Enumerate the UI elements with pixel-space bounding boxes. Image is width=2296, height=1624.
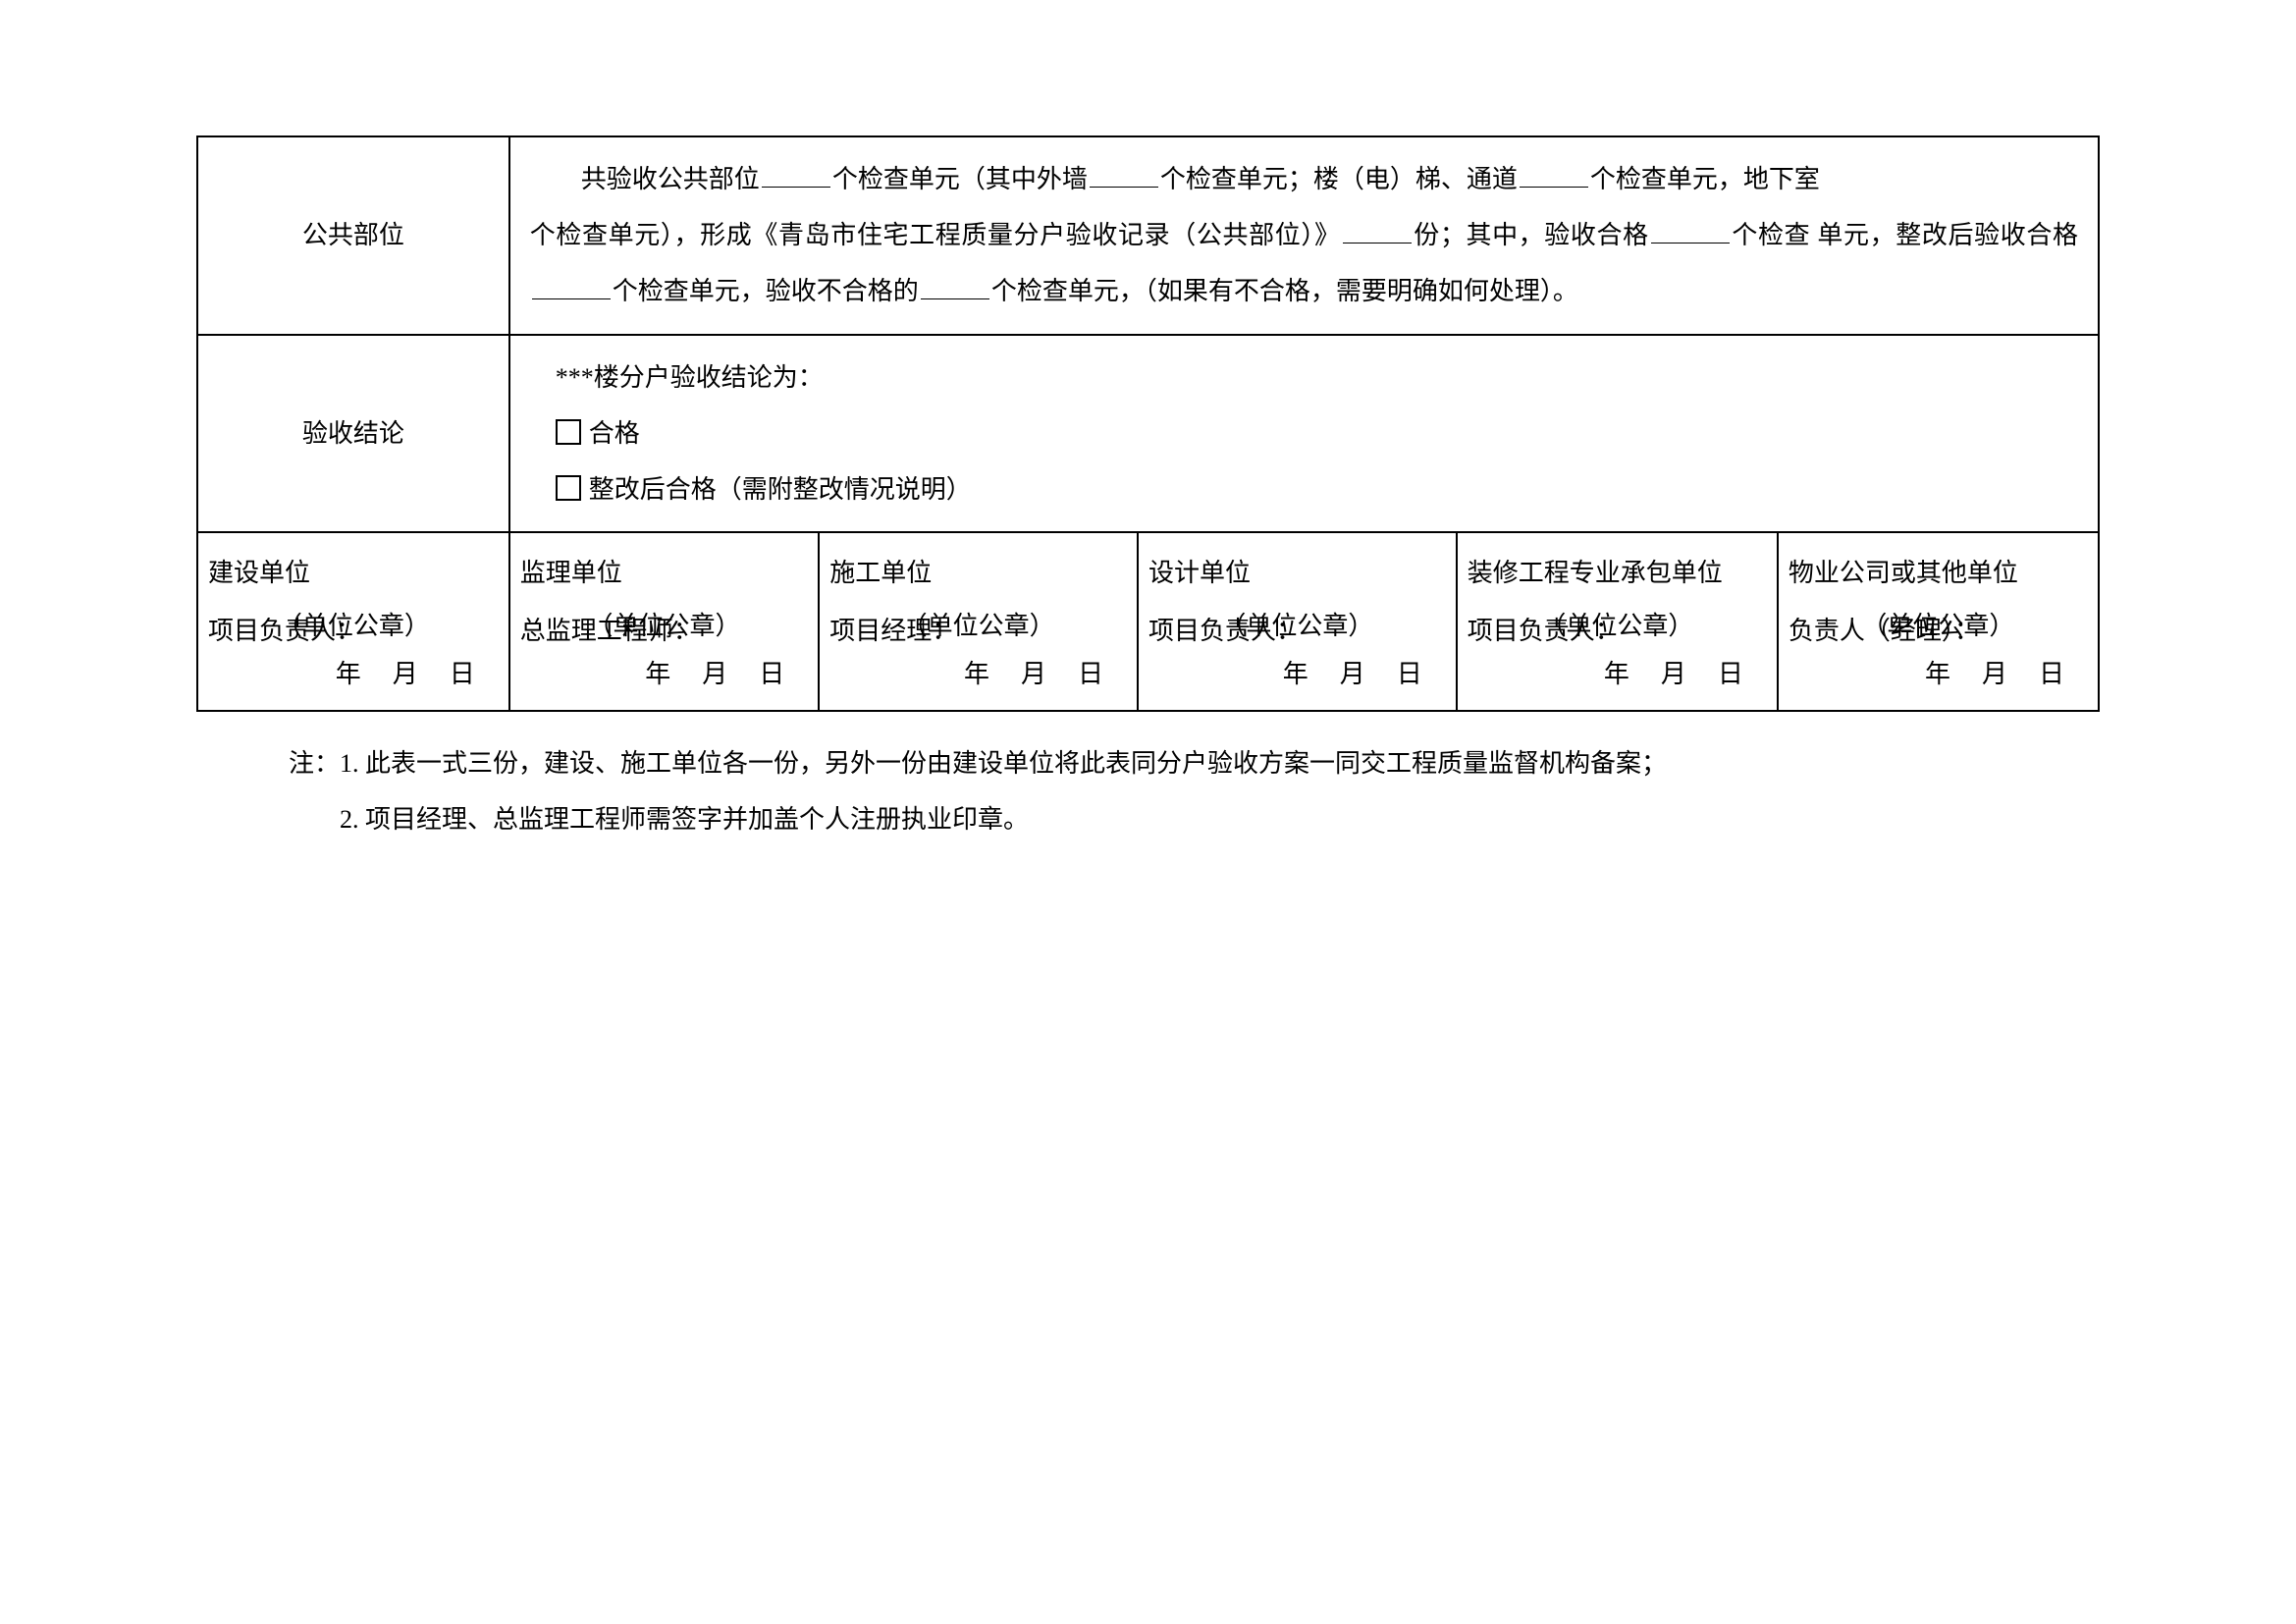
- checkbox-pass[interactable]: [556, 419, 581, 445]
- document-page: 公共部位 共验收公共部位个检查单元（其中外墙个检查单元；楼（电）梯、通道个检查单…: [0, 0, 2296, 848]
- sig-date: 年月日: [322, 646, 493, 702]
- blank-field[interactable]: [532, 273, 611, 299]
- sig-title: 装修工程专业承包单位: [1468, 545, 1723, 601]
- signature-row: 建设单位 （单位公章） 项目负责人： 年月日 监理单位 （单位公章） 总监理工程…: [197, 532, 2099, 711]
- row-label-conclusion: 验收结论: [197, 335, 509, 533]
- row-label-public: 公共部位: [197, 136, 509, 335]
- sig-cell: 设计单位 （单位公章） 项目负责人： 年月日: [1138, 532, 1457, 711]
- acceptance-table: 公共部位 共验收公共部位个检查单元（其中外墙个检查单元；楼（电）梯、通道个检查单…: [196, 135, 2100, 712]
- note-line: 注：1. 此表一式三份，建设、施工单位各一份，另外一份由建设单位将此表同分户验收…: [289, 735, 2100, 791]
- sig-title: 建设单位: [208, 545, 310, 601]
- sig-date: 年月日: [1590, 646, 1761, 702]
- sig-date: 年月日: [1911, 646, 2082, 702]
- blank-field[interactable]: [1343, 217, 1412, 244]
- blank-field[interactable]: [1090, 161, 1158, 188]
- sig-cell: 建设单位 （单位公章） 项目负责人： 年月日: [197, 532, 509, 711]
- label-text: 公共部位: [302, 221, 404, 249]
- sig-date: 年月日: [1269, 646, 1440, 702]
- blank-field[interactable]: [921, 273, 989, 299]
- note-line: 2. 项目经理、总监理工程师需签字并加盖个人注册执业印章。: [289, 791, 2100, 847]
- sig-cell: 监理单位 （单位公章） 总监理工程师： 年月日: [509, 532, 819, 711]
- line: 个检查单元），形成《青岛市住宅工程质量分户验收记录（公共部位）》份；其中，验收合…: [530, 221, 1818, 249]
- option-line: 整改后合格（需附整改情况说明）: [556, 461, 2078, 517]
- sig-cell: 装修工程专业承包单位 （单位公章） 项目负责人： 年月日: [1457, 532, 1778, 711]
- line: 共验收公共部位个检查单元（其中外墙个检查单元；楼（电）梯、通道个检查单元，地下室: [530, 151, 2078, 207]
- blank-field[interactable]: [1651, 217, 1730, 244]
- sig-title: 物业公司或其他单位: [1789, 545, 2018, 601]
- table-row: 验收结论 ***楼分户验收结论为： 合格 整改后合格（需附整改情况说明）: [197, 335, 2099, 533]
- sig-date: 年月日: [950, 646, 1121, 702]
- sig-title: 监理单位: [520, 545, 622, 601]
- sig-title: 设计单位: [1148, 545, 1251, 601]
- sig-title: 施工单位: [829, 545, 932, 601]
- sig-date: 年月日: [631, 646, 802, 702]
- table-row: 公共部位 共验收公共部位个检查单元（其中外墙个检查单元；楼（电）梯、通道个检查单…: [197, 136, 2099, 335]
- checkbox-pass-after-fix[interactable]: [556, 475, 581, 501]
- label-text: 验收结论: [302, 419, 404, 448]
- sig-cell: 物业公司或其他单位 （单位公章） 负责人（经理）： 年月日: [1778, 532, 2099, 711]
- sig-role: 项目经理：: [829, 603, 957, 659]
- public-area-content: 共验收公共部位个检查单元（其中外墙个检查单元；楼（电）梯、通道个检查单元，地下室…: [509, 136, 2099, 335]
- conclusion-content: ***楼分户验收结论为： 合格 整改后合格（需附整改情况说明）: [509, 335, 2099, 533]
- footnotes: 注：1. 此表一式三份，建设、施工单位各一份，另外一份由建设单位将此表同分户验收…: [196, 735, 2100, 847]
- option-line: 合格: [556, 406, 2078, 461]
- blank-field[interactable]: [762, 161, 830, 188]
- sig-cell: 施工单位 （单位公章） 项目经理： 年月日: [819, 532, 1138, 711]
- line: ***楼分户验收结论为：: [556, 350, 2078, 406]
- blank-field[interactable]: [1520, 161, 1588, 188]
